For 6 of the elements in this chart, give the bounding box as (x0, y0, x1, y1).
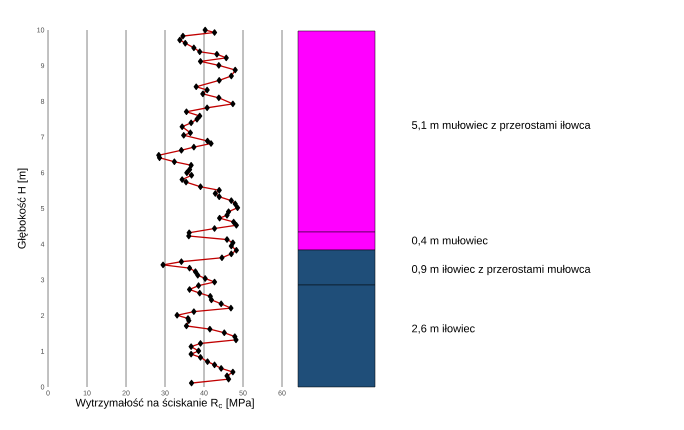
text: 2,6 m iłowiec (412, 324, 475, 334)
text: 5,1 m mułowiec z przerostami iłowca (412, 120, 591, 132)
text: 0,9 m iłowiec z przerostami mułowca (412, 264, 591, 276)
x-axis-title: Wytrzymałość na ściskanie R$_{c}$ [MPa] (76, 398, 254, 409)
y-axis-title: Głębokość H [m] (17, 168, 28, 249)
text: 0,4 m mułowiec (412, 236, 488, 246)
